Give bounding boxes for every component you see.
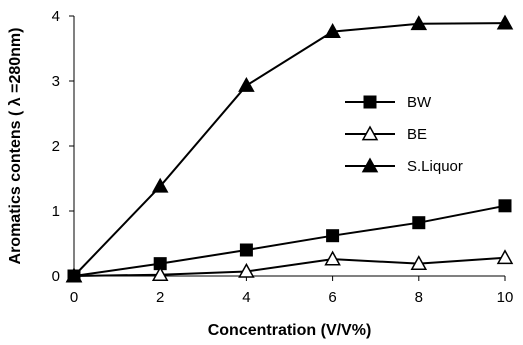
data-point: [498, 199, 512, 213]
data-point: [410, 255, 428, 270]
data-point: [410, 15, 428, 31]
legend-marker: [361, 125, 379, 141]
data-point: [239, 243, 253, 257]
legend-marker: [363, 95, 377, 109]
legend-label: BW: [407, 94, 432, 111]
data-point: [151, 177, 169, 193]
tick-labels: 0 2 4 6 8 10 0 1 2 3 4: [52, 8, 514, 306]
data-point: [324, 23, 341, 38]
y-tick-label: 4: [52, 8, 60, 25]
y-tick-label: 1: [52, 203, 60, 220]
x-axis-title: Concentration (V/V%): [208, 322, 372, 339]
legend: BW BE S.Liquor: [345, 94, 463, 175]
data-point: [326, 229, 340, 243]
series-group: [65, 14, 514, 283]
data-point: [238, 262, 255, 278]
series-line: [73, 22, 506, 277]
y-tick-label: 2: [52, 138, 60, 155]
y-axis-title: Aromatics contens ( λ =280nm): [7, 28, 24, 265]
legend-entry: BE: [345, 125, 427, 143]
legend-marker: [361, 157, 379, 173]
data-point: [151, 266, 169, 282]
data-point: [324, 250, 341, 266]
series-s-liquor: [65, 14, 514, 283]
axes: [69, 15, 506, 281]
x-tick-label: 4: [242, 289, 250, 306]
series-line: [73, 256, 506, 277]
legend-entry: BW: [345, 94, 432, 111]
data-point: [412, 216, 426, 230]
x-tick-label: 0: [70, 289, 78, 306]
data-point: [65, 267, 83, 283]
x-tick-label: 8: [415, 289, 423, 306]
legend-entry: S.Liquor: [345, 157, 463, 175]
y-tick-label: 3: [52, 73, 60, 90]
data-point: [496, 249, 514, 265]
x-tick-label: 2: [156, 289, 164, 306]
legend-label: BE: [407, 126, 427, 143]
series-line: [73, 204, 506, 277]
legend-label: S.Liquor: [407, 158, 463, 175]
data-point: [496, 14, 514, 30]
data-point: [238, 77, 255, 92]
x-tick-label: 10: [497, 289, 514, 306]
x-tick-label: 6: [328, 289, 336, 306]
y-tick-label: 0: [52, 268, 60, 285]
series-be: [65, 249, 514, 283]
